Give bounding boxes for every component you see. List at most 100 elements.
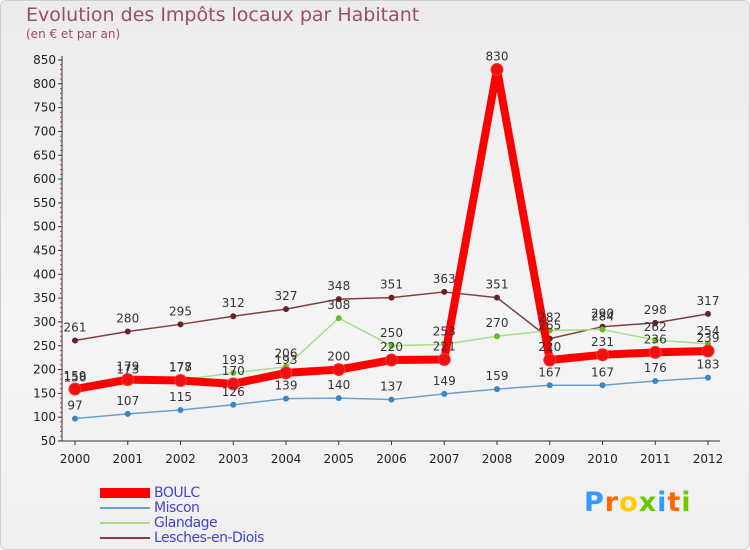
data-point: [335, 395, 342, 402]
data-label: 220: [538, 340, 561, 354]
data-label: 298: [644, 303, 667, 317]
y-tick-label: 400: [33, 267, 56, 281]
logo-letter: o: [619, 487, 639, 518]
data-point: [494, 386, 500, 393]
data-label: 312: [222, 296, 245, 310]
data-label: 265: [538, 319, 561, 333]
data-point: [490, 63, 504, 77]
data-label: 193: [275, 353, 298, 367]
data-point: [230, 401, 237, 408]
data-point: [494, 333, 500, 340]
data-point: [68, 382, 82, 396]
y-tick-label: 800: [33, 77, 56, 91]
x-tick-label: 2008: [482, 452, 513, 466]
data-point: [388, 342, 395, 349]
data-label: 167: [538, 365, 561, 379]
data-label: 284: [591, 310, 614, 324]
data-point: [388, 294, 395, 301]
legend-label-miscon: Miscon: [154, 500, 200, 516]
data-point: [441, 288, 448, 295]
data-point: [652, 337, 659, 344]
data-label: 159: [486, 369, 509, 383]
x-tick-label: 2003: [218, 452, 249, 466]
data-label: 270: [486, 316, 509, 330]
data-label: 220: [380, 340, 403, 354]
data-label: 262: [644, 320, 667, 334]
data-label: 317: [697, 294, 720, 308]
x-tick-label: 2010: [587, 452, 618, 466]
y-tick-label: 100: [33, 410, 56, 424]
data-label: 115: [169, 390, 192, 404]
x-tick-label: 2009: [534, 452, 565, 466]
y-tick-label: 550: [33, 196, 56, 210]
data-label: 140: [327, 378, 350, 392]
data-label: 253: [433, 324, 456, 338]
data-label: 348: [327, 279, 350, 293]
data-point: [174, 374, 187, 388]
data-label: 178: [169, 360, 192, 374]
legend-label-lesches: Lesches-en-Diois: [154, 530, 264, 546]
data-point: [72, 415, 78, 422]
data-point: [121, 373, 135, 387]
x-tick-label: 2007: [429, 452, 460, 466]
x-tick-label: 2011: [640, 452, 671, 466]
data-label: 139: [275, 379, 298, 393]
data-label: 200: [327, 350, 350, 364]
y-tick-label: 300: [33, 315, 56, 329]
data-point: [332, 363, 346, 377]
y-tick-label: 200: [33, 363, 56, 377]
data-label: 156: [64, 371, 87, 385]
x-tick-label: 2006: [376, 452, 407, 466]
y-tick-label: 150: [33, 386, 56, 400]
data-point: [388, 396, 395, 403]
data-label: 97: [67, 399, 82, 413]
y-tick-label: 250: [33, 339, 56, 353]
data-point: [705, 374, 711, 381]
data-label: 179: [116, 360, 139, 374]
data-label: 173: [116, 362, 139, 376]
data-label: 236: [644, 332, 667, 346]
data-label: 295: [169, 304, 192, 318]
data-label: 327: [275, 289, 298, 303]
data-point: [177, 407, 184, 414]
legend-swatch-boulc: [100, 488, 150, 498]
data-label: 250: [380, 326, 403, 340]
legend-swatch-miscon: [100, 507, 150, 509]
data-label: 290: [591, 307, 614, 321]
data-point: [599, 382, 606, 389]
y-tick-label: 850: [33, 53, 56, 67]
data-label: 159: [64, 369, 87, 383]
x-tick-label: 2000: [60, 452, 91, 466]
data-label: 282: [538, 311, 561, 325]
data-label: 239: [697, 331, 720, 345]
y-tick-label: 50: [41, 434, 56, 448]
legend-label-glandage: Glandage: [154, 515, 218, 531]
data-point: [335, 315, 342, 322]
y-tick-label: 750: [33, 101, 56, 115]
logo-letter: t: [667, 487, 682, 518]
data-point: [596, 348, 609, 362]
data-point: [441, 390, 448, 397]
data-point: [72, 337, 78, 344]
chart-title: Evolution des Impôts locaux par Habitant: [26, 4, 420, 26]
data-point: [437, 353, 451, 367]
data-label: 221: [433, 340, 456, 354]
x-tick-label: 2004: [271, 452, 302, 466]
data-label: 167: [591, 365, 614, 379]
logo-letter: i: [657, 487, 668, 518]
data-point: [652, 377, 659, 384]
data-label: 308: [327, 298, 350, 312]
x-tick-label: 2012: [693, 452, 724, 466]
data-point: [385, 353, 398, 367]
x-tick-label: 2005: [323, 452, 354, 466]
data-label: 231: [591, 335, 614, 349]
data-label: 149: [433, 374, 456, 388]
data-point: [279, 366, 293, 380]
data-point: [283, 306, 289, 313]
y-tick-label: 350: [33, 291, 56, 305]
x-tick-label: 2001: [112, 452, 143, 466]
logo-letter: x: [638, 487, 658, 518]
data-point: [230, 313, 237, 320]
legend-swatch-lesches: [100, 537, 150, 539]
